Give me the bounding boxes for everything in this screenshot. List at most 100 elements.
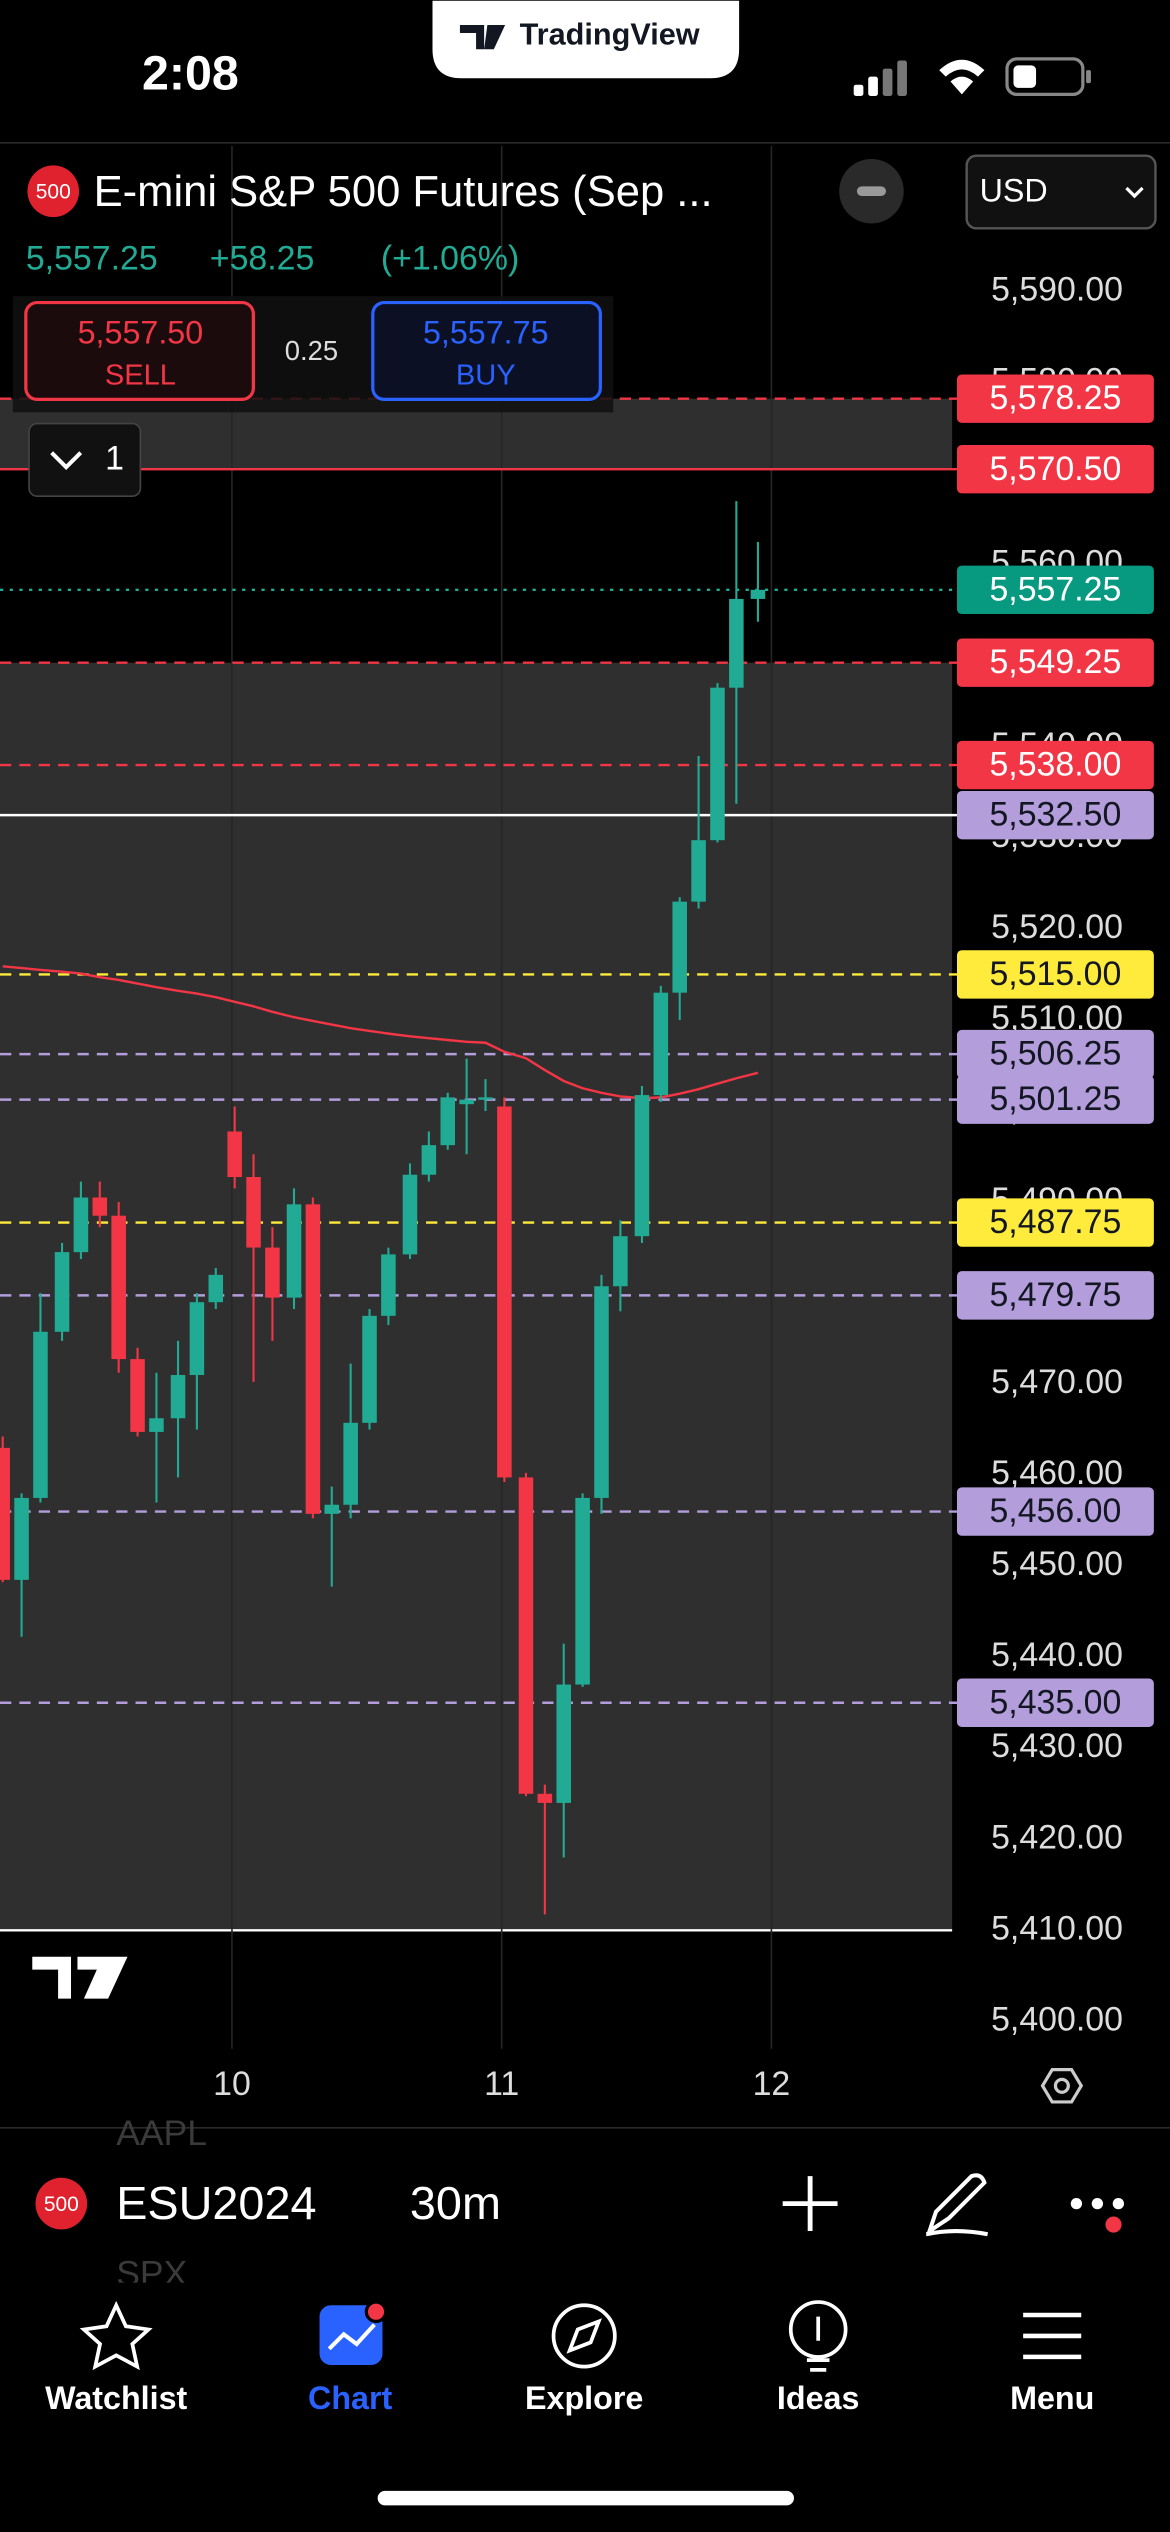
sell-button[interactable] bbox=[24, 300, 255, 402]
ideas-icon[interactable] bbox=[788, 2300, 848, 2359]
chart-settings[interactable] bbox=[1040, 2068, 1084, 2104]
buy-price: 5,557.75 bbox=[423, 314, 549, 350]
price-tag bbox=[956, 638, 1154, 687]
chart: 10 11 12 5,400.00 5,410.00 5,420.00 5,430.00 5,… bbox=[0, 146, 1154, 2103]
sell-price: 5,557.50 bbox=[78, 314, 204, 350]
more-button[interactable] bbox=[1070, 2197, 1125, 2210]
app-name: TradingView bbox=[520, 17, 700, 51]
menu-icon[interactable] bbox=[1023, 2312, 1082, 2360]
candle-body bbox=[170, 1375, 186, 1419]
moving-average bbox=[2, 965, 759, 1100]
y-tick-label: 5,430.00 bbox=[991, 1727, 1123, 1765]
candle-body bbox=[111, 1215, 126, 1360]
toolbar-interval[interactable]: 30m bbox=[410, 2177, 501, 2229]
price-tag bbox=[956, 1271, 1154, 1320]
price-tag bbox=[956, 565, 1154, 615]
price-tag-label: 5,479.75 bbox=[989, 1276, 1121, 1314]
candle-body bbox=[402, 1174, 418, 1255]
tab-label[interactable]: Explore bbox=[525, 2380, 643, 2416]
zone bbox=[0, 815, 953, 1931]
quantity-dropdown[interactable] bbox=[28, 422, 142, 498]
y-tick-label: 5,400.00 bbox=[991, 2000, 1123, 2038]
currency-chevron bbox=[1125, 186, 1144, 199]
toolbar-badge-text: 500 bbox=[44, 2193, 79, 2216]
collapse-icon bbox=[856, 186, 886, 197]
clock: 2:08 bbox=[142, 46, 239, 100]
wifi-icon bbox=[939, 59, 985, 95]
chart-icon[interactable] bbox=[319, 2305, 383, 2365]
candle-body bbox=[33, 1331, 48, 1498]
symbol-badge-text: 500 bbox=[36, 180, 71, 203]
candle-body bbox=[459, 1099, 474, 1105]
currency-selector[interactable] bbox=[965, 154, 1157, 230]
tab-label[interactable]: Watchlist bbox=[45, 2380, 187, 2416]
price-tag bbox=[956, 1198, 1154, 1247]
candle-body bbox=[556, 1684, 571, 1803]
candle-body bbox=[497, 1106, 512, 1478]
symbol-title[interactable]: E-mini S&P 500 Futures (Sep ... bbox=[94, 168, 713, 216]
ghost-symbol: AAPL bbox=[116, 2113, 207, 2153]
price-tag bbox=[956, 740, 1154, 790]
add-button[interactable] bbox=[782, 2176, 838, 2232]
x-tick-label: 11 bbox=[484, 2065, 519, 2103]
sell-label: SELL bbox=[105, 359, 176, 391]
toolbar-symbol[interactable]: ESU2024 bbox=[116, 2177, 316, 2229]
chart-icon-line bbox=[327, 2323, 376, 2351]
y-tick-label: 5,460.00 bbox=[991, 1454, 1123, 1492]
y-tick-label: 5,590.00 bbox=[991, 271, 1123, 309]
price-tag-label: 5,435.00 bbox=[989, 1683, 1121, 1721]
x-tick-label: 12 bbox=[753, 2065, 791, 2103]
buy-label: BUY bbox=[456, 359, 516, 391]
candle-body bbox=[246, 1177, 261, 1248]
toolbar-badge bbox=[35, 2177, 88, 2230]
battery-tip bbox=[1086, 70, 1091, 84]
candle-body bbox=[421, 1145, 437, 1175]
candle-body bbox=[362, 1315, 377, 1423]
price-tag-label: 5,549.25 bbox=[989, 643, 1121, 681]
price-tag-label: 5,501.25 bbox=[989, 1080, 1121, 1118]
candle-body bbox=[54, 1252, 70, 1332]
candle-body bbox=[691, 840, 706, 902]
price-tag-label: 5,532.50 bbox=[989, 796, 1121, 834]
price-tag-label: 5,456.00 bbox=[989, 1492, 1121, 1530]
tab-labels: Watchlist Chart Explore Ideas Menu bbox=[45, 2380, 1094, 2416]
y-tick-label: 5,410.00 bbox=[991, 1909, 1123, 1947]
chart-settings-center bbox=[1053, 2077, 1070, 2094]
candle-body bbox=[324, 1504, 340, 1514]
price-tag bbox=[956, 1029, 1154, 1079]
y-tick-label: 5,440.00 bbox=[991, 1636, 1123, 1674]
candle-body bbox=[149, 1418, 164, 1432]
battery-icon bbox=[1005, 57, 1085, 96]
candle-body bbox=[286, 1204, 302, 1298]
candle-body bbox=[710, 687, 725, 841]
chart-watermark bbox=[32, 1956, 128, 1999]
buy-button[interactable] bbox=[371, 300, 602, 402]
candle-body bbox=[729, 598, 744, 688]
spread: 0.25 bbox=[285, 335, 338, 366]
tab-label[interactable]: Menu bbox=[1010, 2380, 1094, 2416]
chart-badge bbox=[364, 2300, 388, 2324]
price-tag-label: 5,538.00 bbox=[989, 746, 1121, 784]
app-logo bbox=[459, 24, 506, 50]
candle-body bbox=[14, 1497, 29, 1580]
tab-label[interactable]: Ideas bbox=[777, 2380, 860, 2416]
price-tag-label: 5,515.00 bbox=[989, 955, 1121, 993]
price-change-percent: (+1.06%) bbox=[381, 240, 519, 278]
zone bbox=[0, 662, 953, 816]
candle-body bbox=[343, 1422, 358, 1505]
explore-icon[interactable] bbox=[551, 2303, 617, 2369]
explore-needle bbox=[566, 2318, 602, 2354]
price-tag bbox=[956, 374, 1154, 423]
candle-body bbox=[73, 1197, 89, 1253]
draw-button[interactable] bbox=[925, 2173, 989, 2237]
price-tag-label: 5,506.25 bbox=[989, 1035, 1121, 1073]
watchlist-icon[interactable] bbox=[79, 2300, 153, 2371]
price-tag bbox=[956, 950, 1154, 999]
price-tag bbox=[956, 1487, 1154, 1536]
last-price: 5,557.25 bbox=[26, 240, 158, 278]
tab-label[interactable]: Chart bbox=[308, 2380, 393, 2416]
price-tag bbox=[956, 790, 1154, 840]
candle-body bbox=[0, 1447, 10, 1580]
